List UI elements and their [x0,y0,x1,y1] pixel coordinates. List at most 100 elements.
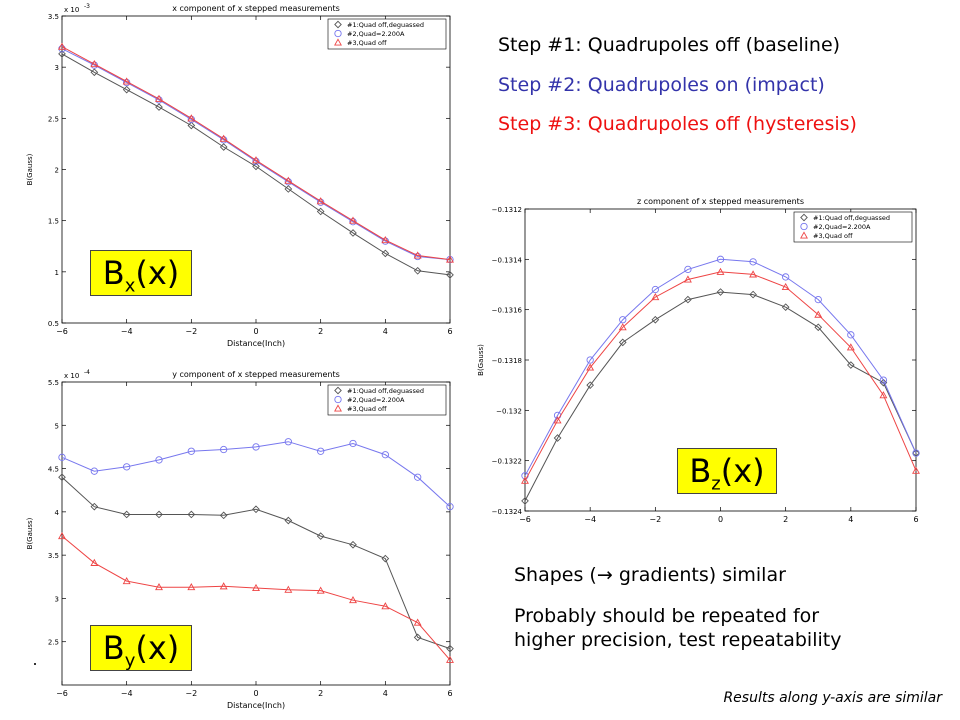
bx-series-1-line [61,53,451,276]
step-2-text: Step #2: Quadrupoles on (impact) [498,74,825,96]
bx-series-3-point [349,216,357,224]
by-label-tail: (x) [135,629,180,667]
bz-series-3-point [683,275,692,283]
bx-series-1-point [90,68,99,77]
bz-series-2-point [651,285,659,294]
by-label-main: B [102,629,125,667]
bx-exponent: x 10 [64,6,79,14]
by-xtick-label: −6 [56,689,68,698]
bx-legend-marker [334,38,342,46]
bz-series-2-line [524,258,917,477]
shapes-prefix: Shapes ( [514,564,597,586]
by-title: y component of x stepped measurements [172,370,340,379]
bz-series-1-point [586,381,595,390]
bx-series-2-point [155,96,163,104]
by-series-2-point [317,447,325,455]
by-legend-label: #3,Quad off [347,405,387,413]
bx-series-1-point [219,143,228,151]
by-legend-marker [334,404,342,412]
bz-series-1-point [781,303,790,311]
bx-legend-label: #3,Quad off [347,39,387,47]
bx-chart: x component of x stepped measurements x 1… [26,3,454,348]
bx-ytick-label: 1 [55,269,59,277]
bx-legend-marker [334,29,342,38]
bz-label-tail: (x) [720,452,765,490]
bx-xtick-label: 6 [447,327,452,336]
bx-series-2-point [317,198,325,206]
bx-series-3-point [381,235,390,244]
by-series-3-point [187,583,196,591]
bz-series-1-point [846,361,855,369]
bx-series-1-point [413,266,422,275]
bx-series-3-point [413,251,422,259]
by-xtick-label: 4 [383,689,388,698]
bx-series-2-point [90,61,98,69]
by-legend-label: #1:Quad off,deguassed [347,387,424,395]
by-series-2-point [220,445,228,454]
by-xtick-label: 6 [447,689,452,698]
repeat-note-line-2: higher precision, test repeatability [514,629,842,651]
by-exponent-power: -4 [84,369,90,376]
bz-label-sub: z [711,473,721,495]
bx-series-1-point [349,229,357,237]
by-series-2-line [61,441,451,508]
bz-series-3-point [749,270,758,278]
by-series-2-point [381,451,389,459]
by-ytick-label: 2.5 [48,639,59,647]
bz-ytick-label: −0.132 [496,407,522,415]
bz-legend-label: #2,Quad=2.200A [813,223,871,231]
bx-title: x component of x stepped measurements [172,4,340,13]
bx-ytick-label: 3 [55,64,59,72]
bz-series-1-point [814,323,823,332]
bx-xlabel: Distance(Inch) [227,339,285,348]
bz-series-3-point [586,363,595,371]
bz-series-2-point [619,316,627,324]
bz-label: Bz(x) [677,448,777,494]
bz-series-3-point [912,466,920,474]
by-series-3-point [58,531,66,540]
shapes-suffix: gradients) similar [612,564,786,586]
bz-legend-marker [800,213,808,222]
bx-legend-label: #1:Quad off,deguassed [347,21,424,29]
by-label-sub: y [124,650,136,672]
bx-xtick-label: 2 [318,327,323,336]
bx-xtick-label: −4 [121,327,133,336]
by-series-1-point [155,510,163,519]
bz-chart: z component of x stepped measurements−6−… [477,197,920,524]
bx-series-1-point [187,121,196,130]
by-legend [327,384,447,416]
bx-series-3-point [284,176,293,184]
bz-series-3-point [716,267,725,275]
bz-series-2-point [782,273,790,281]
by-xtick-label: −2 [185,689,197,698]
by-series-1-line [61,476,451,650]
bz-xtick-label: 4 [848,515,853,524]
bz-legend-marker [800,231,808,239]
bz-series-2-point [879,376,888,384]
by-series-3-point [446,655,454,663]
bz-series-2-point [749,258,757,266]
by-series-1-point [349,540,357,549]
by-series-1-point [413,633,422,642]
by-series-3-point [381,602,390,610]
bx-series-3-line [61,46,451,261]
stray-dot [34,663,36,665]
bz-ytick-label: −0.1314 [492,256,523,264]
bx-series-3-point [155,94,163,102]
bx-ylabel: B(Gauss) [26,153,34,185]
by-series-1-point [252,505,260,514]
by-xtick-label: 2 [318,689,323,698]
bx-series-1-point [122,85,131,94]
bz-ytick-label: −0.1324 [492,508,523,516]
bz-label-main: B [689,452,712,490]
by-series-3-point [122,576,131,585]
by-series-3-point [219,582,228,590]
by-series-1-point [284,516,293,525]
by-series-1-point [122,510,131,519]
bx-series-3-point [446,255,454,263]
bz-ytick-label: −0.1318 [492,357,522,365]
by-ytick-label: 3.5 [48,552,59,560]
bx-legend-label: #2,Quad=2.200A [347,30,405,38]
bx-series-3-point [252,156,260,164]
by-series-3-point [349,596,357,604]
